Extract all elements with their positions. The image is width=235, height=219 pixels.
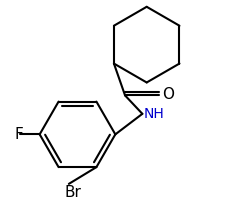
Text: NH: NH bbox=[144, 107, 165, 121]
Text: Br: Br bbox=[65, 185, 81, 200]
Text: O: O bbox=[162, 87, 174, 102]
Text: F: F bbox=[14, 127, 23, 142]
